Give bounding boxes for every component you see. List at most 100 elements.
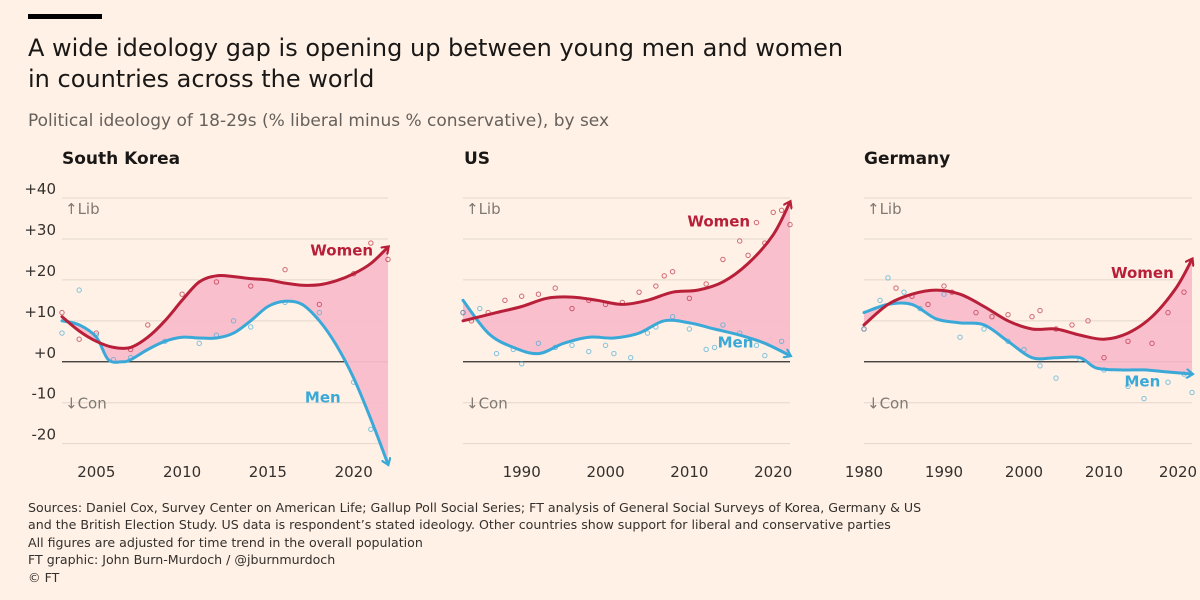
men-scatter-point <box>703 346 709 353</box>
women-line <box>862 259 1192 341</box>
women-scatter-point <box>385 256 391 263</box>
chart-title: A wide ideology gap is opening up betwee… <box>28 33 1128 95</box>
x-tick-label: 2000 <box>1005 463 1043 481</box>
gap-area <box>62 247 388 465</box>
x-tick-label: 2015 <box>249 463 287 481</box>
women-scatter-point <box>518 293 525 299</box>
men-line <box>461 298 790 355</box>
women-scatter-point <box>1005 311 1011 318</box>
men-scatter-point <box>535 340 542 347</box>
men-scatter-point <box>460 309 466 316</box>
men-series-label: Men <box>718 333 754 351</box>
title-line-1: A wide ideology gap is opening up betwee… <box>28 34 844 62</box>
men-scatter-point <box>981 326 987 332</box>
women-scatter-point <box>1125 338 1131 344</box>
x-tick-label: 2010 <box>163 463 201 481</box>
footer-line-3: All figures are adjusted for time trend … <box>28 534 423 550</box>
panel-0: +40 +30 +20 +10 +0 -10 -20 ↑Lib ↓Con 2005 2010 2015… <box>24 180 390 481</box>
men-scatter-point <box>711 344 718 351</box>
panel-2: ↑Lib ↓Con 1980 1990 2000 2010 2020 Women Men <box>845 197 1197 481</box>
men-scatter-point <box>76 287 82 293</box>
y-tick-label: +40 <box>24 180 56 198</box>
men-scatter-point <box>316 309 323 316</box>
panel-title-us: US <box>464 149 491 169</box>
women-scatter-point <box>989 314 995 320</box>
y-tick-label: +30 <box>24 221 56 239</box>
men-scatter-point <box>493 350 500 357</box>
women-scatter-point <box>745 252 751 259</box>
x-tick-label: 2010 <box>670 463 708 481</box>
men-scatter-point <box>957 334 963 340</box>
men-scatter-point <box>1053 375 1059 381</box>
women-scatter-point <box>720 256 726 263</box>
y-tick-label: -10 <box>32 385 57 403</box>
footer-line-2: and the British Election Study. US data … <box>28 517 891 533</box>
women-scatter-point <box>1069 322 1075 328</box>
y-tick-label: +0 <box>34 344 56 362</box>
gap-area <box>864 259 1192 374</box>
x-tick-label: 2020 <box>1159 463 1197 481</box>
panel-title-south-korea: South Korea <box>62 149 181 169</box>
women-series-label: Women <box>687 213 750 231</box>
men-line <box>862 301 1192 374</box>
men-scatter-point <box>1125 383 1131 390</box>
women-scatter-point <box>787 221 793 228</box>
women-scatter-point <box>368 240 374 246</box>
women-scatter-point <box>669 268 676 275</box>
men-scatter-point <box>518 361 525 367</box>
women-scatter-point <box>925 301 931 308</box>
women-line <box>60 247 388 350</box>
panel-1: ↑Lib ↓Con 1990 2000 2010 2020 Women Men <box>460 197 793 481</box>
women-scatter-point <box>661 273 667 279</box>
women-scatter-point <box>502 297 508 304</box>
women-scatter-point <box>753 219 760 226</box>
footer-line-5: © FT <box>28 569 60 585</box>
men-scatter-point <box>644 330 651 336</box>
women-scatter-point <box>1149 340 1155 347</box>
women-scatter-point <box>179 291 185 297</box>
x-tick-label: 2020 <box>335 463 373 481</box>
men-scatter-point <box>877 297 883 304</box>
women-scatter-point <box>282 266 288 273</box>
men-scatter-point <box>1189 389 1195 396</box>
women-scatter-point <box>569 305 575 312</box>
x-tick-label: 1990 <box>503 463 541 481</box>
women-scatter-point <box>686 295 693 301</box>
x-tick-label: 1980 <box>845 463 883 481</box>
men-scatter-point <box>778 338 785 344</box>
men-scatter-point <box>569 342 575 349</box>
men-scatter-point <box>885 275 891 281</box>
lib-label: ↑Lib <box>867 200 902 218</box>
women-scatter-point <box>653 283 659 289</box>
men-scatter-point <box>686 326 693 332</box>
men-scatter-point <box>586 348 592 355</box>
footer-line-1: Sources: Daniel Cox, Survey Center on Am… <box>28 500 922 515</box>
women-line <box>461 202 790 323</box>
men-scatter-point <box>861 326 867 332</box>
men-series-label: Men <box>1125 372 1161 390</box>
y-tick-label: +10 <box>24 303 56 321</box>
men-scatter-point <box>627 354 634 361</box>
men-scatter-point <box>196 340 202 347</box>
women-scatter-point <box>248 283 254 289</box>
chart-subtitle: Political ideology of 18-29s (% liberal … <box>28 111 610 131</box>
x-tick-label: 2005 <box>77 463 115 481</box>
women-series-label: Women <box>1111 264 1174 282</box>
women-scatter-point <box>703 281 709 287</box>
men-scatter-point <box>753 342 760 349</box>
men-scatter-point <box>611 350 617 357</box>
con-label: ↓Con <box>65 395 107 413</box>
con-label: ↓Con <box>867 395 909 413</box>
women-scatter-point <box>778 207 785 213</box>
title-line-2: in countries across the world <box>28 65 375 93</box>
men-scatter-point <box>230 318 237 324</box>
women-scatter-point <box>76 336 82 342</box>
footer-line-4: FT graphic: John Burn-Murdoch / @jburnmu… <box>28 552 336 568</box>
women-scatter-point <box>1101 354 1107 361</box>
men-scatter-point <box>720 322 726 328</box>
lib-label: ↑Lib <box>65 200 100 218</box>
women-scatter-point <box>316 301 323 308</box>
women-scatter-point <box>973 309 979 316</box>
men-scatter-point <box>368 426 374 432</box>
